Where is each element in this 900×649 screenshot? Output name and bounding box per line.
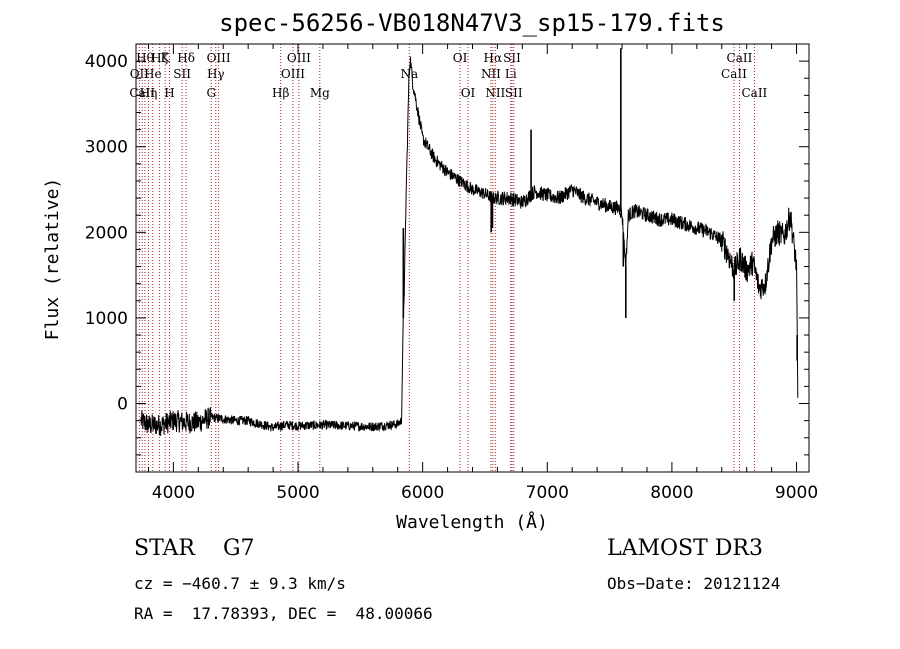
marker-label-6: K [161,51,171,65]
x-tick-label-8000: 8000 [650,483,693,503]
axis-ticks: 4000 5000 6000 7000 8000 9000 0 1000 2000 3000 400… [85,43,818,503]
marker-label-20: NII [481,67,501,81]
marker-label-22: NII [485,86,505,100]
marker-label-14: OIII [281,67,305,81]
ra-dec: RA = 17.78393, DEC = 48.00066 [134,604,433,623]
x-tick-label-5000: 5000 [276,483,319,503]
marker-label-13: Hβ [272,86,289,100]
spectrum [140,48,799,436]
marker-label-8: SII [173,67,191,81]
marker-label-0: OII [130,67,150,81]
obs-date: Obs−Date: 20121124 [607,574,781,593]
marker-label-5: Hζ [151,51,168,65]
marker-label-3: Hη [140,86,158,100]
marker-label-28: CaII [741,86,767,100]
marker-label-16: Mg [310,86,330,100]
marker-label-7: H [164,86,174,100]
marker-label-24: SII [503,51,521,65]
marker-label-15: OIII [287,51,311,65]
redshift-text: cz = −460.7 ± 9.3 km/s [134,574,346,593]
x-tick-label-4000: 4000 [152,483,195,503]
line-markers: OIICaIIHθHηHeHζKHSIIHδGHγOIIIHβOIIIOIIIM… [129,44,768,472]
marker-label-12: OIII [207,51,231,65]
plot-frame [135,43,810,473]
y-tick-label-1000: 1000 [85,309,128,329]
x-tick-label-7000: 7000 [526,483,569,503]
y-tick-label-0: 0 [117,395,128,415]
marker-label-11: Hγ [207,67,225,81]
marker-label-26: CaII [721,67,747,81]
spectrum-line [140,56,799,436]
survey-name: LAMOST DR3 [607,536,763,561]
marker-label-10: G [206,86,216,100]
marker-label-9: Hδ [177,51,195,65]
marker-label-25: SII [505,86,523,100]
object-class: STAR G7 [134,536,255,561]
marker-label-18: OI [453,51,468,65]
y-tick-label-3000: 3000 [85,138,128,158]
y-tick-label-4000: 4000 [85,52,128,72]
marker-label-21: Hα [484,51,503,65]
x-tick-label-6000: 6000 [401,483,444,503]
chart-title: spec-56256-VB018N47V3_sp15-179.fits [219,9,725,37]
y-axis-label: Flux (relative) [42,178,63,341]
marker-label-4: He [144,67,162,81]
marker-label-19: OI [461,86,476,100]
y-tick-label-2000: 2000 [85,223,128,243]
x-tick-label-9000: 9000 [775,483,818,503]
x-axis-label: Wavelength (Å) [396,511,548,533]
marker-label-23: Li [505,67,517,81]
marker-label-27: CaII [727,51,753,65]
